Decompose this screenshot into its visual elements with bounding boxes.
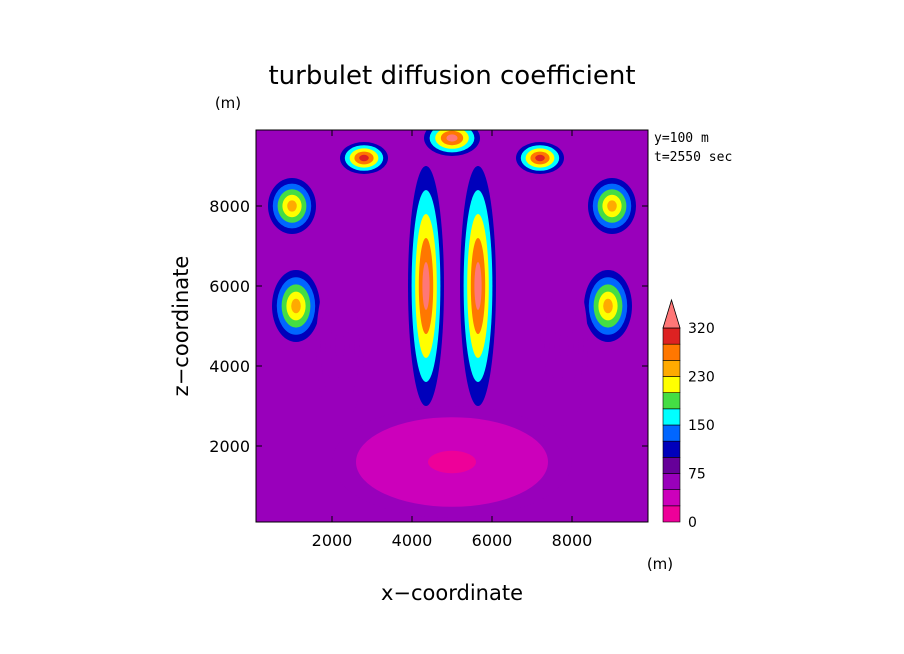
contour-field bbox=[268, 130, 636, 518]
colorbar-label-2: 150 bbox=[688, 418, 715, 434]
x-tick-label-3: 8000 bbox=[552, 531, 593, 550]
colorbar-swatch-8 bbox=[662, 376, 681, 393]
contour-band-3-4 bbox=[359, 154, 369, 162]
plot-frame bbox=[255, 129, 649, 523]
contour-band-4-4 bbox=[535, 154, 545, 162]
colorbar-extend-triangle bbox=[662, 298, 681, 329]
colorbar-swatch-5 bbox=[662, 424, 681, 442]
colorbar-label-4: 320 bbox=[688, 321, 715, 337]
contour-band-7-4 bbox=[287, 200, 297, 212]
colorbar: 0 75 150 230 320 bbox=[662, 298, 715, 531]
colorbar-swatch-3 bbox=[662, 457, 681, 474]
colorbar-swatch-9 bbox=[662, 360, 681, 377]
y-unit-label: (m) bbox=[215, 94, 241, 112]
y-tick-label-2: 6000 bbox=[209, 277, 250, 296]
y-tick-label-1: 4000 bbox=[209, 357, 250, 376]
colorbar-swatch-0 bbox=[662, 505, 681, 523]
contour-band-2-4 bbox=[446, 134, 458, 142]
x-unit-label: (m) bbox=[647, 555, 673, 573]
colorbar-swatch-6 bbox=[662, 408, 681, 426]
plot-area bbox=[256, 130, 648, 522]
contour-band-5-4 bbox=[291, 298, 301, 314]
colorbar-swatch-1 bbox=[662, 489, 681, 507]
colorbar-label-1: 75 bbox=[688, 467, 706, 483]
contour-band-9-4 bbox=[428, 450, 476, 474]
x-axis-label: x−coordinate bbox=[381, 581, 523, 605]
x-tick-label-2: 6000 bbox=[472, 531, 513, 550]
x-tick-label-0: 2000 bbox=[312, 531, 353, 550]
contour-band-0-4 bbox=[422, 262, 430, 310]
annotation-y-level: y=100 m bbox=[654, 131, 709, 146]
y-axis: 2000 4000 6000 8000 bbox=[209, 197, 648, 456]
x-axis: 2000 4000 6000 8000 bbox=[312, 130, 593, 550]
x-tick-label-1: 4000 bbox=[392, 531, 433, 550]
contour-band-11-4 bbox=[559, 330, 569, 362]
colorbar-swatch-2 bbox=[662, 473, 681, 490]
y-tick-label-0: 2000 bbox=[209, 437, 250, 456]
y-axis-label: z−coordinate bbox=[169, 256, 193, 397]
contour-band-6-4 bbox=[603, 298, 613, 314]
chart-title: turbulet diffusion coefficient bbox=[268, 61, 635, 91]
y-tick-label-3: 8000 bbox=[209, 197, 250, 216]
colorbar-swatch-4 bbox=[662, 440, 681, 458]
contour-band-8-4 bbox=[607, 200, 617, 212]
contour-band-1-4 bbox=[474, 262, 482, 310]
colorbar-swatch-11 bbox=[662, 327, 681, 345]
colorbar-label-3: 230 bbox=[688, 370, 715, 386]
annotation-time: t=2550 sec bbox=[654, 150, 732, 165]
colorbar-swatch-10 bbox=[662, 343, 681, 361]
colorbar-label-0: 0 bbox=[688, 515, 697, 531]
colorbar-swatch-7 bbox=[662, 392, 681, 410]
contour-band-10-4 bbox=[335, 330, 345, 362]
